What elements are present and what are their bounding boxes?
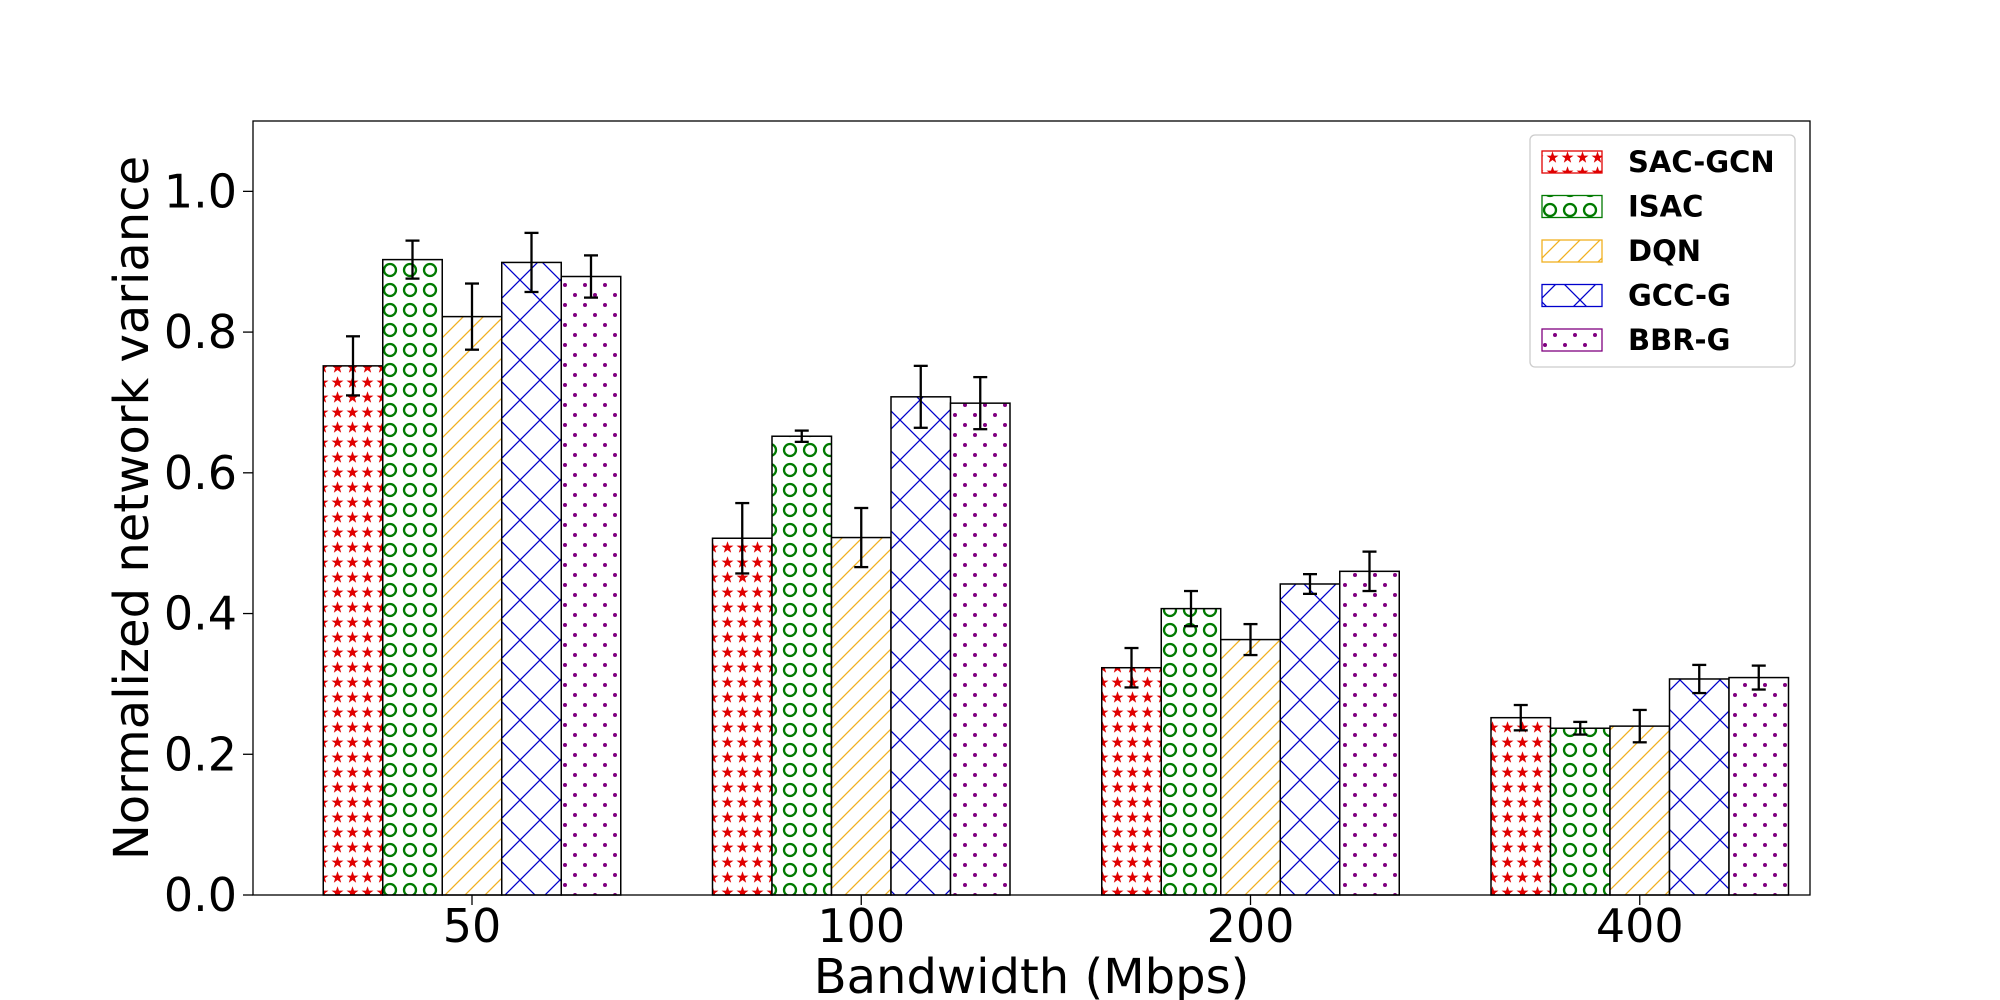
bar-gcc-g-200 [1279,583,1341,896]
errorbar-sac-gcn-200 [1124,646,1139,689]
bar-dqn-100 [830,536,892,896]
errorbar-bbr-g-100 [973,375,988,431]
errorbar-isac-200 [1184,589,1198,628]
errorbar-isac-400 [1573,720,1588,736]
errorbar-isac-50 [405,239,420,280]
plot-frame [252,120,1811,896]
errorbar-bbr-g-50 [584,254,598,299]
errorbar-dqn-200 [1243,622,1258,657]
errorbar-dqn-50 [465,282,479,351]
bar-sac-gcn-400 [1490,716,1552,896]
x-axis-ticks: 50 100 200 400 [443,895,1684,953]
bar-isac-400 [1549,727,1611,896]
errorbars-group [346,231,1766,744]
bar-sac-gcn-50 [322,365,384,896]
bar-isac-50 [382,258,443,896]
legend-label: SAC-GCN [1628,145,1775,179]
errorbar-isac-100 [794,429,809,444]
legend-label: ISAC [1628,190,1703,224]
x-tick-label: 100 [817,899,905,953]
y-axis-ticks: 0.0 0.2 0.4 0.6 0.8 1.0 [164,164,253,922]
legend-swatch [1541,150,1603,174]
legend: SAC-GCN ISAC DQN GCC-G BBR-G [1529,134,1796,368]
legend-item-dqn: DQN [1541,234,1701,268]
x-axis-title: Bandwidth (Mbps) [814,949,1250,1000]
errorbar-gcc-g-400 [1692,663,1707,695]
bar-bbr-g-100 [949,402,1011,896]
bar-sac-gcn-100 [711,537,773,896]
errorbar-sac-gcn-400 [1513,703,1528,732]
legend-label: BBR-G [1628,323,1730,357]
bar-dqn-200 [1220,638,1281,896]
x-tick-label: 400 [1596,899,1684,953]
legend-item-gcc-g: GCC-G [1541,279,1731,313]
errorbar-bbr-g-400 [1751,664,1766,691]
y-tick-label: 0.2 [164,727,237,781]
legend-swatch [1541,239,1603,263]
bar-dqn-50 [441,315,503,896]
errorbar-bbr-g-200 [1362,550,1377,593]
errorbar-sac-gcn-100 [735,501,750,575]
bar-dqn-400 [1609,725,1671,896]
bar-isac-100 [771,435,833,896]
bar-bbr-g-50 [560,275,622,896]
legend-item-isac: ISAC [1541,190,1703,224]
legend-box [1529,134,1796,368]
legend-swatch [1541,328,1603,352]
bars-group [322,258,1790,896]
y-tick-label: 0.4 [164,587,237,641]
errorbar-gcc-g-50 [524,231,539,294]
errorbar-dqn-400 [1632,708,1647,744]
bar-gcc-g-50 [501,261,562,896]
bar-bbr-g-400 [1728,676,1790,896]
errorbar-sac-gcn-50 [346,335,360,397]
x-tick-label: 200 [1207,899,1295,953]
errorbar-gcc-g-200 [1303,572,1317,595]
bar-bbr-g-200 [1339,570,1400,896]
y-tick-label: 0.6 [164,446,237,500]
bar-gcc-g-100 [890,396,952,896]
legend-item-sac-gcn: SAC-GCN [1541,145,1775,179]
bar-gcc-g-400 [1668,678,1730,896]
x-tick-label: 50 [443,899,502,953]
bar-sac-gcn-200 [1101,666,1162,896]
y-tick-label: 0.8 [164,305,237,359]
y-tick-label: 1.0 [164,164,237,218]
legend-swatch [1541,283,1603,308]
bar-isac-200 [1160,607,1222,896]
y-tick-label: 0.0 [164,868,237,922]
legend-swatch [1541,194,1603,219]
legend-label: DQN [1628,234,1701,268]
legend-label: GCC-G [1628,279,1731,313]
legend-item-bbr-g: BBR-G [1541,323,1730,357]
errorbar-dqn-100 [854,506,869,569]
y-axis-title: Normalized network variance [104,156,160,860]
errorbar-gcc-g-100 [913,364,928,429]
